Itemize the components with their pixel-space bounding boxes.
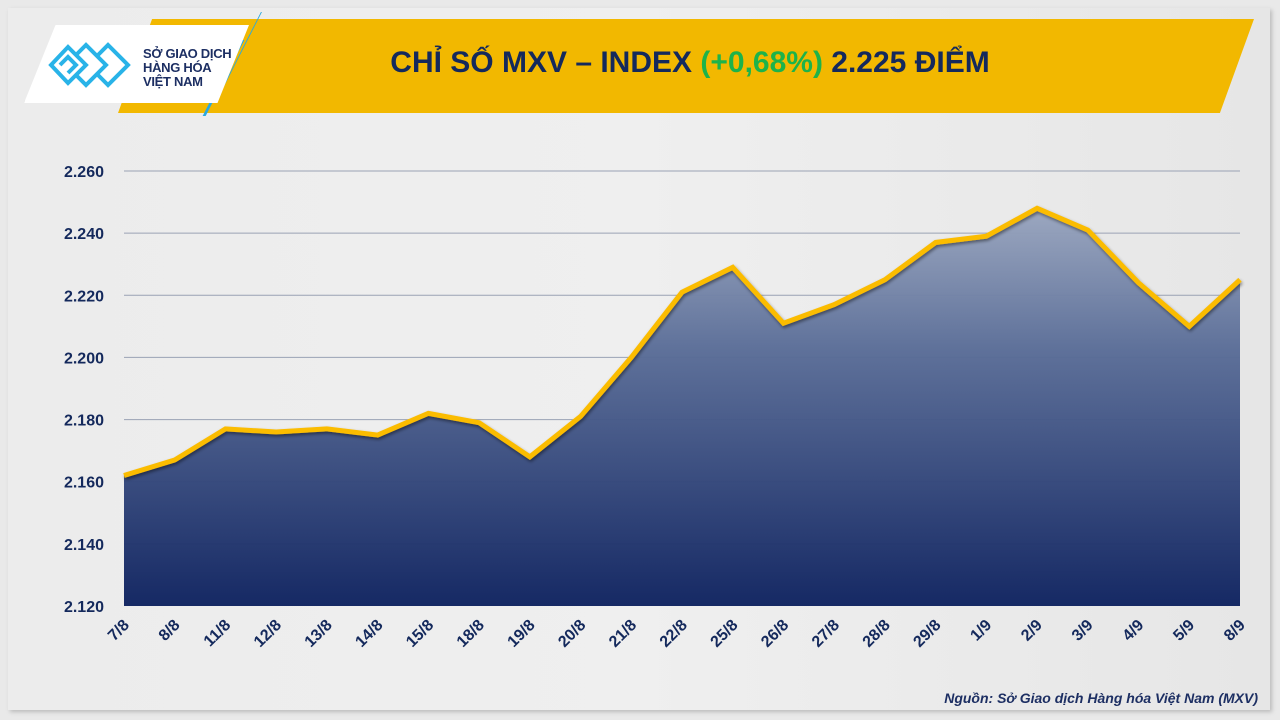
x-tick-label: 18/8 bbox=[454, 617, 488, 651]
x-tick-label: 11/8 bbox=[201, 617, 234, 650]
y-tick-label: 2.260 bbox=[64, 164, 104, 181]
x-tick-label: 26/8 bbox=[758, 617, 792, 651]
y-tick-label: 2.140 bbox=[64, 537, 104, 554]
x-tick-label: 2/9 bbox=[1018, 617, 1046, 645]
y-tick-label: 2.240 bbox=[64, 226, 104, 243]
source-note: Nguồn: Sở Giao dịch Hàng hóa Việt Nam (M… bbox=[944, 690, 1258, 706]
x-tick-label: 22/8 bbox=[657, 617, 691, 651]
x-tick-label: 20/8 bbox=[555, 617, 589, 651]
x-tick-label: 25/8 bbox=[708, 617, 742, 651]
y-tick-label: 2.120 bbox=[64, 599, 104, 616]
logo-text: SỞ GIAO DỊCH HÀNG HÓA VIỆT NAM bbox=[143, 46, 232, 89]
x-tick-label: 13/8 bbox=[302, 617, 336, 651]
x-tick-label: 12/8 bbox=[251, 617, 285, 651]
x-tick-label: 19/8 bbox=[505, 617, 539, 651]
page-title: CHỈ SỐ MXV – INDEX (+0,68%) 2.225 ĐIỂM bbox=[300, 46, 1080, 80]
x-tick-label: 5/9 bbox=[1170, 617, 1198, 645]
y-tick-label: 2.220 bbox=[64, 288, 104, 305]
x-tick-label: 28/8 bbox=[860, 617, 894, 651]
title-suffix: 2.225 ĐIỂM bbox=[822, 46, 990, 79]
y-tick-label: 2.200 bbox=[64, 350, 104, 367]
y-tick-label: 2.180 bbox=[64, 413, 104, 430]
area-fill bbox=[124, 208, 1240, 607]
x-tick-label: 7/8 bbox=[105, 617, 133, 645]
x-tick-label: 21/8 bbox=[606, 617, 640, 651]
logo bbox=[24, 25, 249, 103]
title-change: (+0,68%) bbox=[700, 46, 823, 79]
x-tick-label: 3/9 bbox=[1069, 617, 1097, 645]
x-tick-label: 1/9 bbox=[967, 617, 995, 645]
x-tick-label: 27/8 bbox=[809, 617, 843, 651]
x-tick-label: 4/9 bbox=[1120, 617, 1148, 645]
logo-mark-icon bbox=[48, 42, 131, 88]
title-prefix: CHỈ SỐ MXV – INDEX bbox=[390, 46, 701, 79]
x-tick-label: 8/9 bbox=[1221, 617, 1249, 645]
x-tick-label: 15/8 bbox=[403, 617, 437, 651]
x-tick-label: 29/8 bbox=[910, 617, 944, 651]
y-tick-label: 2.160 bbox=[64, 475, 104, 492]
x-tick-label: 14/8 bbox=[352, 617, 386, 651]
title-banner bbox=[118, 19, 1254, 113]
x-tick-label: 8/8 bbox=[156, 617, 184, 645]
